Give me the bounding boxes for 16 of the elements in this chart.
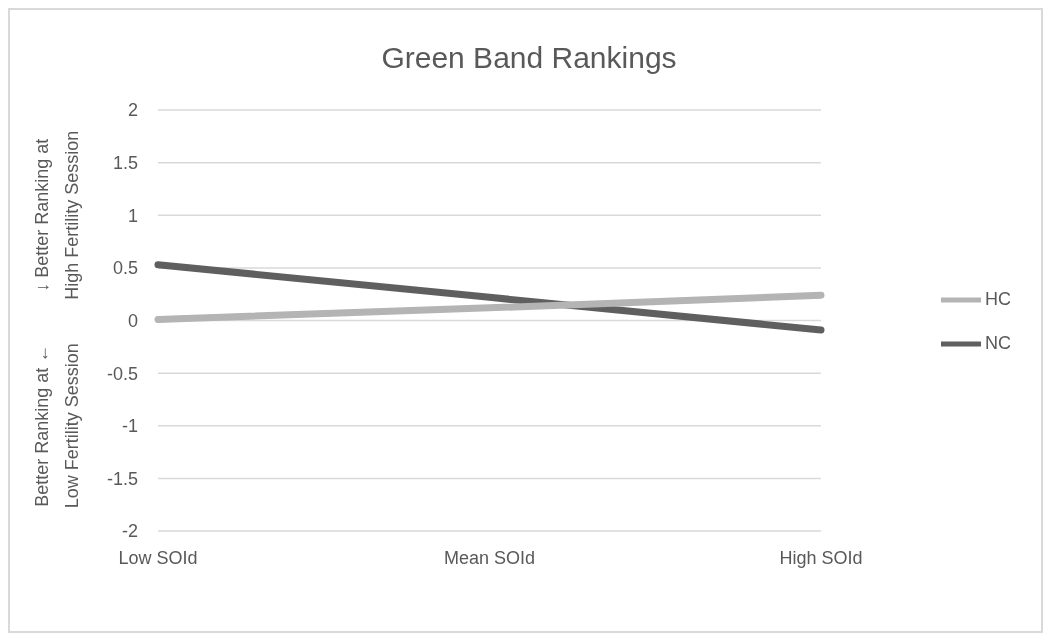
- legend-label: HC: [985, 288, 1011, 309]
- y-tick-label: 0: [127, 310, 138, 331]
- y-tick-label: 1: [127, 205, 138, 226]
- y-tick-label: -1.5: [106, 468, 138, 489]
- y-tick-label: -1: [121, 416, 138, 437]
- x-tick-label: Mean SOId: [443, 547, 536, 568]
- y-tick-label: -2: [121, 521, 138, 542]
- chart-title: Green Band Rankings: [381, 41, 677, 74]
- y-tick-label: 2: [127, 100, 138, 121]
- x-tick-label: High SOId: [779, 547, 863, 568]
- legend-label: NC: [985, 332, 1011, 353]
- y-tick-label: -0.5: [106, 363, 138, 384]
- y-tick-label: 1.5: [112, 153, 138, 174]
- text: Better Ranking at ← ↓ Better Ranking at Low Fertility Session High Fertility Session: [32, 130, 82, 509]
- x-tick-label: Low SOId: [118, 547, 198, 568]
- y-tick-label: 0.5: [112, 258, 138, 279]
